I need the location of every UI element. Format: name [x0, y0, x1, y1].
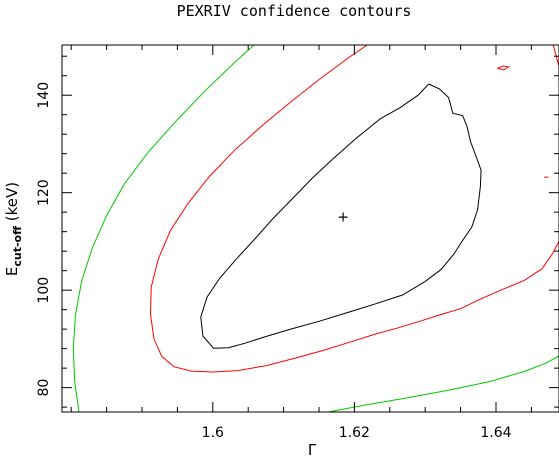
- contour-lines: [72, 44, 559, 413]
- best-fit-marker: +: [337, 210, 349, 226]
- x-axis-label: Γ: [308, 441, 317, 459]
- y-axis-label-subscript: cut-off: [11, 226, 24, 267]
- y-axis: 80 100 120 140: [36, 55, 559, 408]
- y-axis-label-main: E: [3, 267, 21, 276]
- contour-green-3: [72, 44, 255, 413]
- chart-title: PEXRIV confidence contours: [177, 2, 412, 20]
- contour-red-5: [497, 65, 511, 71]
- contour-black-0: [200, 83, 482, 349]
- y-tick-label: 80: [36, 379, 52, 397]
- plot-frame: [61, 44, 559, 413]
- y-axis-label-unit: (keV): [3, 182, 21, 226]
- contour-red-2: [552, 44, 559, 67]
- x-axis: 1.6 1.62 1.64: [70, 45, 532, 441]
- y-tick-label: 100: [36, 277, 52, 304]
- contour-green-4: [328, 355, 559, 413]
- x-tick-label: 1.64: [480, 425, 511, 441]
- y-tick-label: 140: [36, 82, 52, 109]
- y-tick-label: 120: [36, 179, 52, 206]
- x-tick-label: 1.6: [202, 425, 224, 441]
- y-axis-label: Ecut-off (keV): [3, 182, 24, 276]
- x-tick-label: 1.62: [339, 425, 370, 441]
- contour-red-1: [149, 44, 559, 373]
